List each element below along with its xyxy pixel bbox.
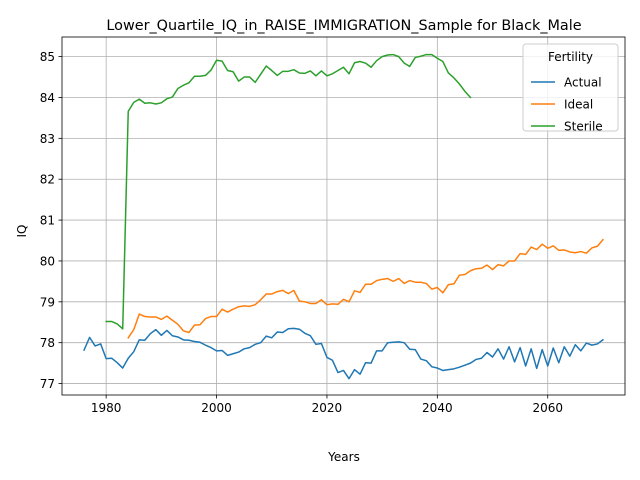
chart-title: Lower_Quartile_IQ_in_RAISE_IMMIGRATION_S… bbox=[106, 18, 581, 34]
y-tick-label: 82 bbox=[40, 173, 55, 187]
legend-label-sterile: Sterile bbox=[564, 120, 603, 134]
y-tick-label: 83 bbox=[40, 132, 55, 146]
x-tick-label: 1980 bbox=[91, 401, 122, 415]
series-line-sterile bbox=[105, 53, 472, 330]
y-tick-label: 81 bbox=[40, 214, 55, 228]
x-tick-label: 2000 bbox=[201, 401, 232, 415]
y-tick-label: 85 bbox=[40, 50, 55, 64]
legend-title: Fertility bbox=[548, 50, 593, 64]
legend-label-actual: Actual bbox=[564, 76, 602, 90]
x-tick-label: 2020 bbox=[312, 401, 343, 415]
series-line-ideal bbox=[127, 238, 604, 339]
y-tick-label: 80 bbox=[40, 254, 55, 268]
y-tick-label: 78 bbox=[40, 336, 55, 350]
y-tick-label: 84 bbox=[40, 91, 55, 105]
x-tick-label: 2040 bbox=[422, 401, 453, 415]
y-axis-title: IQ bbox=[15, 225, 29, 238]
y-tick-label: 77 bbox=[40, 377, 55, 391]
legend-label-ideal: Ideal bbox=[564, 98, 593, 112]
plot-frame bbox=[61, 36, 626, 396]
x-tick-label: 2060 bbox=[532, 401, 563, 415]
x-axis-title: Years bbox=[327, 450, 360, 464]
series-line-actual bbox=[83, 327, 604, 380]
legend-box bbox=[522, 43, 619, 132]
legend: Fertility Actual Ideal Sterile bbox=[522, 43, 619, 134]
y-tick-label: 79 bbox=[40, 295, 55, 309]
